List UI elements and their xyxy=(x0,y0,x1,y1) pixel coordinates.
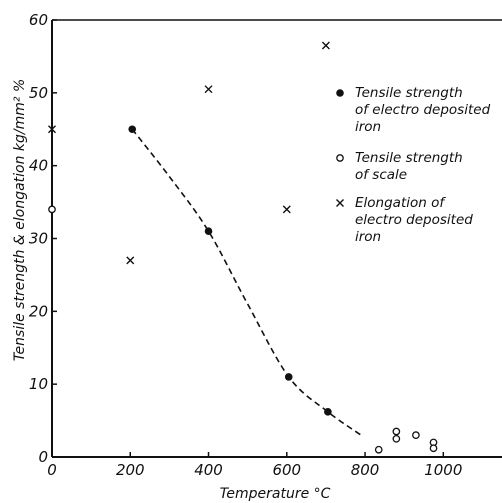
legend-entry-text: Tensile strength xyxy=(355,85,463,101)
data-point-open-circle xyxy=(392,427,401,436)
data-point-open-circle xyxy=(374,445,383,454)
legend-entry-text: iron xyxy=(355,119,381,135)
y-tick-label: 30 xyxy=(29,230,48,248)
legend-entry-text: Tensile strength xyxy=(355,150,463,166)
legend-entry-text: of scale xyxy=(355,167,407,183)
trend-curve xyxy=(131,128,362,436)
y-tick-label: 50 xyxy=(29,84,48,102)
legend-entry-text: iron xyxy=(355,229,381,245)
x-tick-label: 400 xyxy=(194,461,223,479)
x-tick-label: 1000 xyxy=(424,461,462,479)
data-point-filled-circle xyxy=(128,125,137,134)
data-point-cross xyxy=(321,41,330,50)
data-point-open-circle xyxy=(429,444,438,453)
x-tick-label: 800 xyxy=(351,461,380,479)
y-tick-label: 40 xyxy=(29,157,48,175)
legend-entry-text: of electro deposited xyxy=(355,102,491,118)
y-tick-label: 20 xyxy=(29,302,48,320)
x-tick-label: 600 xyxy=(272,461,301,479)
axes xyxy=(51,19,502,458)
data-point-open-circle xyxy=(392,434,401,443)
legend-entry-text: Elongation of xyxy=(355,195,446,211)
data-point-filled-circle xyxy=(284,373,293,381)
y-tick-label: 60 xyxy=(29,11,48,29)
y-axis-label: Tensile strength & elongation kg/mm² % xyxy=(12,79,28,362)
x-tick-label: 0 xyxy=(47,461,57,479)
data-point-open-circle xyxy=(412,431,420,439)
data-point-filled-circle xyxy=(204,227,213,236)
data-point-cross xyxy=(126,256,135,265)
data-points xyxy=(48,41,438,454)
x-tick-label: 200 xyxy=(116,461,145,479)
y-tick-label: 10 xyxy=(29,375,48,393)
y-tick-label: 0 xyxy=(38,448,48,466)
legend-marker-open-circle xyxy=(336,154,344,162)
trend-curve-layer xyxy=(131,128,362,436)
x-axis-label: Temperature °C xyxy=(220,486,331,502)
data-point-open-circle xyxy=(48,205,56,214)
data-point-cross xyxy=(204,85,213,94)
legend-entry-text: electro deposited xyxy=(355,212,473,228)
data-point-cross xyxy=(48,125,56,134)
tick-labels: 0 200 400 600 800 1000 0 10 20 30 40 50 60 xyxy=(29,11,462,479)
data-point-filled-circle xyxy=(324,408,332,416)
legend-marker-cross xyxy=(336,199,344,207)
legend-marker-filled-circle xyxy=(336,89,344,97)
data-point-cross xyxy=(282,205,291,214)
